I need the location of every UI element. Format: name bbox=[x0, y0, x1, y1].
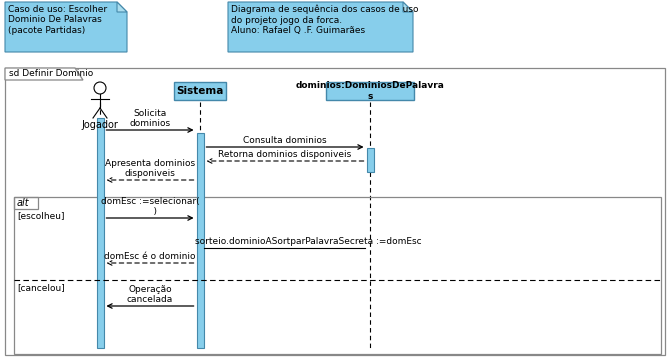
Text: Retorna dominios disponiveis: Retorna dominios disponiveis bbox=[218, 150, 352, 159]
Polygon shape bbox=[117, 2, 127, 12]
Text: [escolheu]: [escolheu] bbox=[17, 211, 64, 220]
Text: Diagrama de sequência dos casos de uso
do projeto jogo da forca.
Aluno: Rafael Q: Diagrama de sequência dos casos de uso d… bbox=[231, 5, 419, 35]
Text: [cancelou]: [cancelou] bbox=[17, 283, 64, 292]
Circle shape bbox=[94, 82, 106, 94]
Bar bbox=[14, 197, 38, 209]
Text: Apresenta dominios
disponiveis: Apresenta dominios disponiveis bbox=[105, 159, 195, 178]
Polygon shape bbox=[5, 68, 83, 80]
Bar bbox=[197, 133, 203, 348]
Text: Jogador: Jogador bbox=[82, 120, 119, 130]
Text: Consulta dominios: Consulta dominios bbox=[243, 136, 327, 145]
Text: Operação
cancelada: Operação cancelada bbox=[127, 285, 173, 304]
Text: Caso de uso: Escolher
Dominio De Palavras
(pacote Partidas): Caso de uso: Escolher Dominio De Palavra… bbox=[8, 5, 107, 35]
Bar bbox=[326, 82, 414, 100]
Bar bbox=[14, 197, 661, 354]
Text: Solicita
dominios: Solicita dominios bbox=[130, 109, 170, 128]
Polygon shape bbox=[5, 2, 127, 52]
Polygon shape bbox=[228, 2, 413, 52]
Text: sd Definir Dominio: sd Definir Dominio bbox=[9, 69, 93, 78]
Bar bbox=[366, 148, 374, 172]
Bar bbox=[5, 68, 665, 355]
Bar bbox=[97, 118, 103, 348]
Polygon shape bbox=[403, 2, 413, 12]
Text: domEsc :=selecionar(
    ): domEsc :=selecionar( ) bbox=[101, 197, 199, 216]
Text: alt: alt bbox=[17, 198, 30, 208]
Text: sorteio.dominioASortparPalavraSecreta :=domEsc: sorteio.dominioASortparPalavraSecreta :=… bbox=[195, 237, 422, 246]
Bar bbox=[174, 82, 226, 100]
Text: domEsc é o dominio: domEsc é o dominio bbox=[104, 252, 196, 261]
Text: dominios:DominiosDePalavra
s: dominios:DominiosDePalavra s bbox=[295, 81, 444, 101]
Text: Sistema: Sistema bbox=[176, 86, 223, 96]
